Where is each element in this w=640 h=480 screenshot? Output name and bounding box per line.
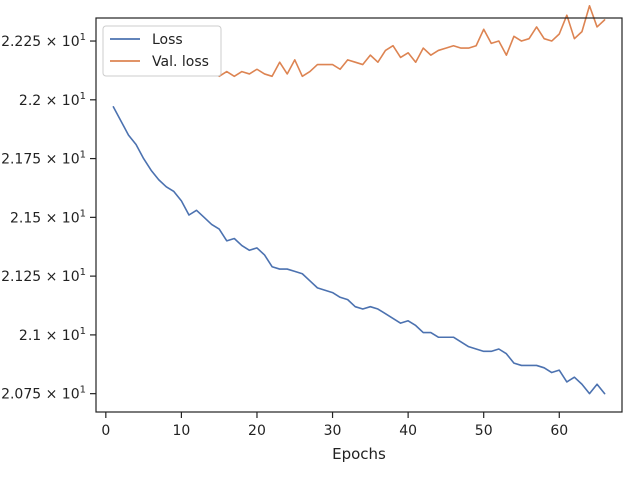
legend: Loss Val. loss (102, 25, 222, 77)
y-tick-base: × 10 (41, 152, 79, 168)
y-tick-mantissa: 2.125 (1, 269, 41, 285)
x-tick-label: 20 (248, 423, 266, 439)
y-tick-exponent: 1 (80, 267, 86, 278)
x-axis-label: Epochs (332, 445, 386, 463)
series-line-loss (112, 106, 606, 395)
y-tick-base: × 10 (41, 269, 79, 285)
y-tick-mantissa: 2.2 (19, 93, 41, 109)
y-tick-mantissa: 2.075 (1, 387, 41, 403)
y-tick-base: × 10 (41, 328, 79, 344)
y-tick-base: × 10 (41, 387, 79, 403)
legend-label-val-loss: Val. loss (152, 54, 209, 70)
y-tick-label: 2.1 × 101 (19, 326, 86, 344)
y-tick-label: 2.075 × 101 (1, 385, 86, 403)
y-tick-exponent: 1 (80, 208, 86, 219)
x-tick-label: 40 (399, 423, 417, 439)
y-tick-base: × 10 (41, 34, 79, 50)
x-axis: 0 10 20 30 40 50 60 (101, 412, 568, 439)
y-tick-mantissa: 2.225 (1, 34, 41, 50)
y-tick-exponent: 1 (80, 32, 86, 43)
x-tick-label: 10 (172, 423, 190, 439)
y-tick-base: × 10 (41, 93, 79, 109)
y-tick-label: 2.125 × 101 (1, 267, 86, 285)
y-tick-exponent: 1 (80, 326, 86, 337)
y-tick-label: 2.225 × 101 (1, 32, 86, 50)
y-tick-label: 2.2 × 101 (19, 91, 86, 109)
y-tick-exponent: 1 (80, 385, 86, 396)
y-tick-exponent: 1 (80, 91, 86, 102)
y-tick-label: 2.15 × 101 (10, 208, 86, 226)
y-tick-mantissa: 2.175 (1, 152, 41, 168)
y-tick-mantissa: 2.15 (10, 210, 41, 226)
y-tick-label: 2.175 × 101 (1, 150, 86, 168)
y-tick-exponent: 1 (80, 150, 86, 161)
y-tick-mantissa: 2.1 (19, 328, 41, 344)
plot-frame (95, 17, 623, 413)
x-tick-label: 60 (550, 423, 568, 439)
x-tick-label: 50 (475, 423, 493, 439)
x-tick-label: 30 (324, 423, 342, 439)
legend-label-loss: Loss (152, 32, 183, 48)
x-tick-label: 0 (101, 423, 110, 439)
y-tick-base: × 10 (41, 210, 79, 226)
